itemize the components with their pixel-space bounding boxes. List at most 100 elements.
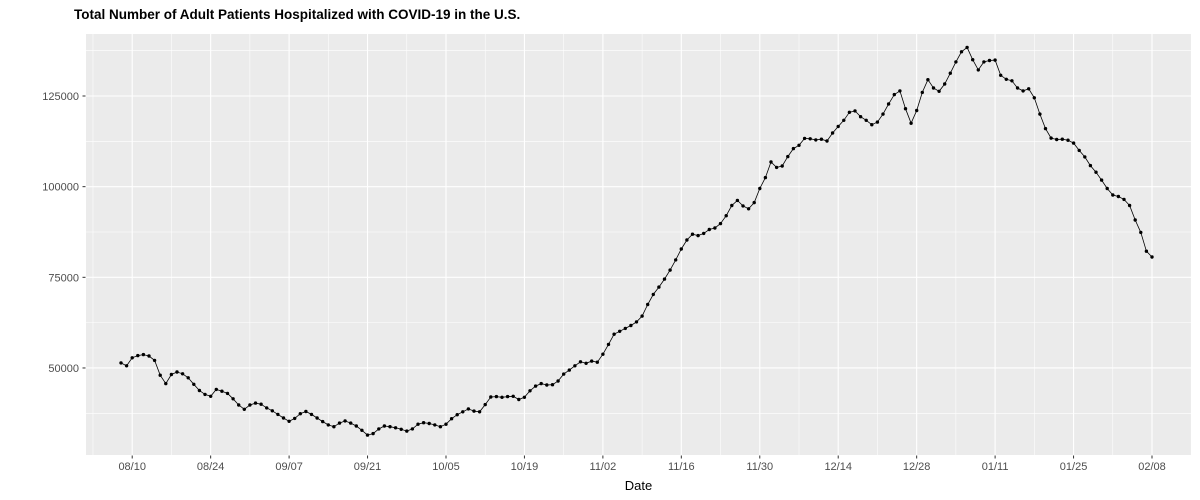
data-point: [814, 138, 818, 142]
data-point: [730, 203, 734, 208]
data-point: [248, 403, 252, 407]
data-point: [483, 402, 487, 407]
data-point: [982, 60, 986, 64]
data-point: [651, 292, 655, 297]
data-point: [752, 200, 756, 205]
data-point: [920, 90, 924, 95]
data-point: [886, 102, 891, 106]
data-point: [466, 407, 471, 411]
data-point: [987, 58, 992, 63]
data-point: [186, 376, 190, 380]
data-point: [1021, 89, 1025, 93]
data-point: [455, 413, 459, 417]
data-point: [545, 383, 549, 387]
data-point: [505, 394, 510, 399]
data-point: [1144, 249, 1149, 253]
data-point: [124, 364, 129, 368]
x-tick-label: 02/08: [1138, 461, 1166, 473]
data-point: [444, 422, 448, 426]
data-point: [797, 143, 801, 147]
data-point: [1139, 230, 1143, 235]
data-point: [511, 394, 515, 398]
data-point: [259, 402, 263, 406]
data-point: [433, 423, 437, 427]
data-point: [265, 406, 269, 410]
data-point: [360, 428, 364, 432]
data-point: [449, 417, 454, 421]
data-point: [517, 397, 521, 402]
data-point: [242, 407, 246, 411]
data-point: [388, 425, 392, 429]
data-point: [237, 403, 241, 407]
panel-background: [86, 34, 1191, 455]
data-point: [769, 160, 773, 164]
data-point: [1088, 163, 1093, 168]
x-axis-label: Date: [624, 478, 653, 493]
data-point: [646, 302, 650, 307]
data-point: [847, 110, 852, 115]
x-tick-label: 09/21: [354, 461, 382, 473]
x-tick-label: 10/19: [511, 461, 539, 473]
x-tick-label: 01/11: [982, 461, 1009, 473]
data-point: [304, 409, 308, 414]
x-tick-label: 08/10: [118, 461, 146, 473]
data-point: [791, 146, 796, 151]
data-point: [618, 329, 622, 333]
data-point: [136, 353, 140, 358]
data-point: [393, 426, 398, 430]
data-point: [1083, 155, 1087, 159]
data-point: [976, 68, 980, 72]
data-point: [371, 431, 375, 436]
data-point: [1004, 77, 1008, 82]
data-point: [971, 58, 975, 62]
data-point: [870, 123, 874, 127]
data-point: [1116, 194, 1121, 199]
data-point: [1055, 137, 1059, 142]
data-point: [533, 384, 538, 388]
data-point: [130, 356, 134, 360]
data-point: [1111, 193, 1115, 197]
data-point: [164, 381, 168, 386]
data-point: [1077, 148, 1081, 153]
data-point: [948, 71, 952, 75]
data-point: [382, 424, 387, 428]
data-point: [365, 433, 370, 437]
data-point: [1010, 79, 1014, 83]
data-point: [461, 410, 465, 414]
data-point: [309, 412, 314, 417]
data-point: [825, 139, 829, 143]
data-point: [965, 45, 969, 50]
data-point: [1071, 141, 1076, 145]
x-tick-label: 01/25: [1060, 461, 1088, 473]
data-point: [662, 277, 667, 281]
data-point: [926, 78, 930, 82]
data-point: [679, 247, 683, 251]
x-tick-label: 12/14: [824, 461, 852, 473]
data-point: [147, 354, 151, 358]
data-point: [1060, 137, 1065, 141]
data-point: [337, 421, 342, 425]
data-point: [197, 388, 202, 393]
data-point: [595, 360, 599, 364]
data-point: [881, 112, 885, 116]
data-point: [1015, 86, 1020, 90]
data-point: [343, 419, 347, 423]
data-point: [702, 231, 706, 236]
data-point: [1150, 255, 1154, 259]
data-point: [416, 422, 420, 426]
x-tick-label: 11/16: [668, 461, 695, 473]
data-point: [943, 82, 947, 86]
data-point: [668, 268, 672, 272]
data-point: [584, 361, 588, 365]
data-point: [741, 204, 745, 208]
data-point: [550, 383, 555, 387]
data-point: [1043, 126, 1048, 131]
data-point: [1133, 218, 1137, 222]
data-point: [158, 373, 162, 377]
data-point: [774, 165, 779, 170]
data-point: [298, 412, 302, 416]
data-point: [853, 109, 857, 113]
data-point: [1105, 186, 1109, 191]
data-point: [472, 409, 476, 413]
